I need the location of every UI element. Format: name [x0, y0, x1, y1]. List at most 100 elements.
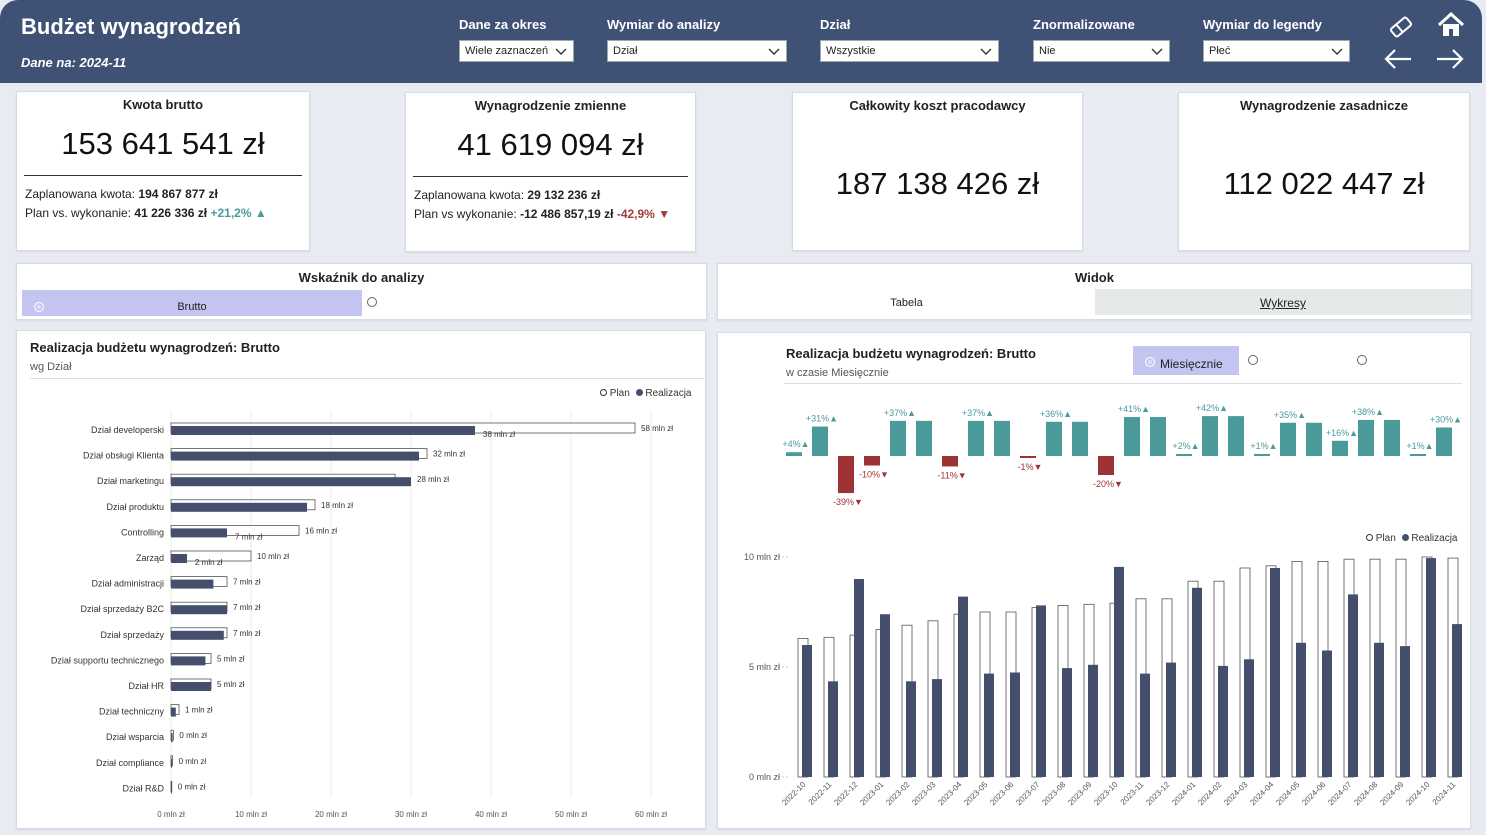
variance-label: +31%▲	[806, 414, 838, 424]
y-tick-label: 10 mln zł	[744, 552, 780, 562]
kpi-plan-line: Zaplanowana kwota: 194 867 877 zł	[25, 187, 218, 201]
eraser-icon[interactable]	[1386, 14, 1416, 40]
kpi-card-base-salary: Wynagrodzenie zasadnicze 112 022 447 zł	[1178, 92, 1470, 251]
variance-bar	[1358, 419, 1374, 456]
filter-period-select[interactable]: Wiele zaznaczeń	[459, 40, 574, 62]
realization-bar	[171, 784, 172, 794]
x-tick-label: 2023-11	[1119, 780, 1146, 807]
category-label: Dział sprzedaży	[100, 630, 164, 640]
kpi-card-employer-cost: Całkowity koszt pracodawcy 187 138 426 z…	[792, 92, 1083, 251]
tab-charts[interactable]: Wykresy	[1095, 289, 1471, 315]
category-label: Dział obsługi Klienta	[83, 451, 164, 461]
back-arrow-icon[interactable]	[1383, 47, 1413, 71]
variance-bar	[1020, 456, 1036, 458]
filter-legend-select[interactable]: Płeć	[1203, 40, 1350, 62]
variance-bar	[1124, 417, 1140, 456]
x-tick-label: 0 mln zł	[157, 810, 185, 819]
variance-label: +41%▲	[1118, 404, 1150, 414]
tab-table[interactable]: Tabela	[718, 289, 1095, 315]
kpi-plan-line: Zaplanowana kwota: 29 132 236 zł	[414, 188, 600, 202]
x-tick-label: 2023-08	[1040, 780, 1068, 808]
realization-bar	[1010, 672, 1020, 777]
realization-bar	[171, 579, 214, 589]
legend-real-label: Realizacja	[645, 388, 692, 399]
legend-plan-label: Plan	[1375, 533, 1396, 544]
realization-bar	[171, 426, 475, 435]
legend-real-marker	[635, 389, 643, 396]
variance-label: -39%▼	[833, 497, 863, 507]
period-option-monthly-label: Miesięcznie	[1160, 357, 1223, 371]
x-tick-label: 2022-11	[807, 780, 834, 807]
variance-label: +16%▲	[1326, 428, 1358, 438]
data-label: 16 mln zł	[305, 526, 337, 535]
realization-bar	[1036, 605, 1046, 777]
option-brutto[interactable]: Brutto	[22, 290, 362, 316]
category-label: Dział HR	[128, 681, 164, 691]
category-label: Dział administracji	[91, 579, 164, 589]
data-label: 7 mln zł	[233, 578, 261, 587]
variance-bar	[1046, 421, 1062, 456]
option-radio-2[interactable]	[367, 297, 377, 307]
kpi-diff-value: -12 486 857,19 zł	[520, 207, 614, 221]
variance-label: +38%▲	[1352, 407, 1384, 417]
triangle-up-icon: ▲	[251, 206, 267, 220]
filter-period-value: Wiele zaznaczeń	[465, 45, 549, 57]
period-option-3-radio[interactable]	[1357, 355, 1367, 365]
period-option-2-radio[interactable]	[1248, 355, 1258, 365]
realization-bar	[171, 707, 176, 717]
filter-normalized-select[interactable]: Nie	[1033, 40, 1170, 62]
data-label: 7 mln zł	[233, 629, 261, 638]
filter-department-select[interactable]: Wszystkie	[820, 40, 999, 62]
x-tick-label: 2022-12	[832, 780, 860, 808]
kpi-divider	[413, 176, 688, 177]
x-tick-label: 2024-08	[1352, 780, 1380, 808]
variance-label: +1%▲	[1406, 441, 1433, 451]
realization-bar	[1088, 664, 1098, 777]
variance-label: -11%▼	[937, 470, 966, 480]
data-date: Dane na: 2024-11	[21, 55, 127, 70]
data-label: 0 mln zł	[179, 757, 207, 766]
variance-label: +42%▲	[1196, 403, 1228, 413]
variance-bar	[1436, 427, 1452, 456]
filter-department-value: Wszystkie	[826, 45, 876, 57]
x-tick-label: 2024-06	[1300, 780, 1328, 808]
app-title: Budżet wynagrodzeń	[21, 14, 242, 39]
variance-label: +36%▲	[1040, 409, 1072, 419]
y-tick-label: 5 mln zł	[749, 662, 780, 672]
kpi-title: Wynagrodzenie zmienne	[474, 98, 627, 113]
kpi-diff-label: Plan vs. wykonanie:	[25, 206, 132, 220]
variance-bar	[968, 420, 984, 456]
forward-arrow-icon[interactable]	[1435, 47, 1465, 71]
data-label: 5 mln zł	[217, 654, 245, 663]
department-chart-card: Realizacja budżetu wynagrodzeń: Brutto w…	[16, 330, 706, 829]
variance-bar	[1306, 422, 1322, 456]
realization-bar	[906, 681, 916, 777]
variance-label: -20%▼	[1093, 479, 1123, 489]
x-tick-label: 2024-04	[1248, 780, 1276, 808]
radio-selected	[34, 302, 44, 312]
x-tick-label: 2024-07	[1326, 780, 1354, 808]
filter-dimension-select[interactable]: Dział	[607, 40, 787, 62]
filter-dimension: Wymiar do analizy Dział	[607, 17, 787, 62]
realization-bar	[1244, 659, 1254, 777]
variance-bar	[1098, 456, 1114, 475]
data-label: 1 mln zł	[185, 706, 213, 715]
realization-bar	[171, 528, 227, 538]
indicator-selector: Wskaźnik do analizy Brutto	[16, 263, 707, 320]
realization-bar	[171, 630, 224, 640]
chevron-down-icon	[768, 48, 780, 55]
kpi-divider	[24, 175, 302, 176]
realization-bar	[171, 656, 206, 666]
realization-bar	[1322, 650, 1332, 777]
kpi-diff-pct: +21,2%	[210, 206, 252, 220]
realization-bar	[1062, 668, 1072, 777]
period-option-monthly[interactable]: Miesięcznie	[1133, 346, 1239, 375]
home-icon[interactable]	[1437, 12, 1465, 38]
data-label: 10 mln zł	[257, 552, 289, 561]
variance-bar	[916, 420, 932, 456]
data-label: 5 mln zł	[217, 680, 245, 689]
chevron-down-icon	[980, 48, 992, 55]
realized-label: 7 mln zł	[235, 532, 263, 541]
x-tick-label: 2023-12	[1144, 780, 1172, 808]
chevron-down-icon	[555, 48, 567, 55]
